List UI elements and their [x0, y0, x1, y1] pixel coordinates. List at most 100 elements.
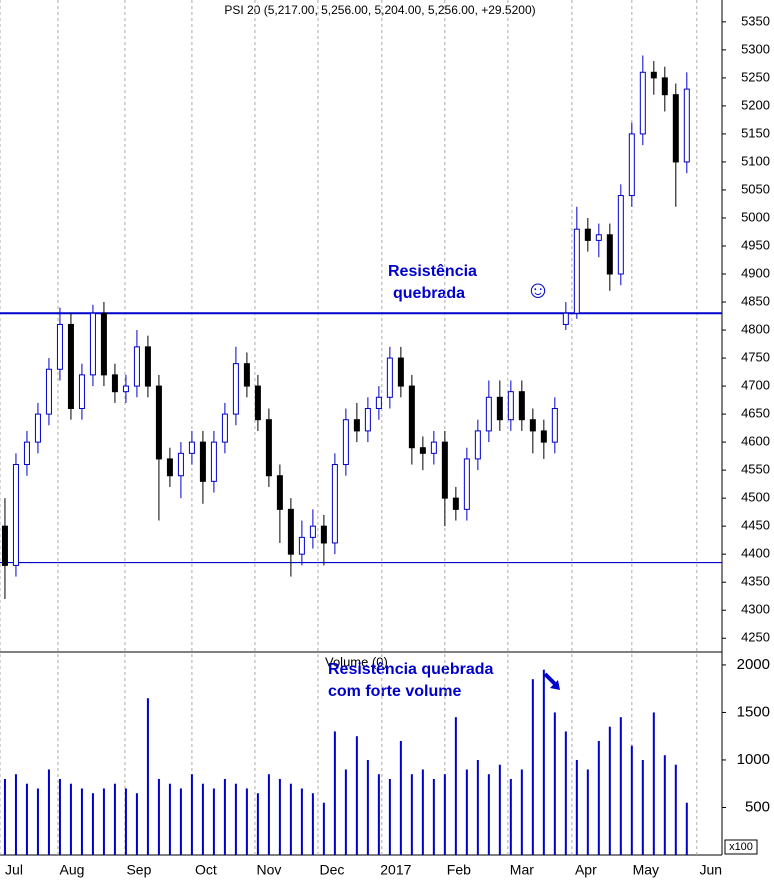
- volume-bar: [124, 788, 127, 855]
- volume-bar: [674, 764, 677, 855]
- candle-body: [353, 419, 360, 432]
- candle-body: [210, 441, 217, 482]
- volume-bar: [58, 778, 61, 855]
- candle-body: [606, 234, 613, 275]
- volume-bar: [575, 759, 578, 855]
- annotation: Resistência: [388, 263, 477, 280]
- y-tick-label: 4300: [741, 602, 770, 617]
- candle-body: [452, 497, 459, 510]
- y-tick-label: 4900: [741, 265, 770, 280]
- x-tick-label: Mar: [510, 862, 534, 878]
- candle-body: [551, 407, 558, 443]
- y-tick-label: 5300: [741, 41, 770, 56]
- y-tick-label: 4850: [741, 293, 770, 308]
- volume-bar: [487, 774, 490, 855]
- volume-bar: [256, 793, 259, 855]
- y-tick-label: 5100: [741, 153, 770, 168]
- unit-box: [724, 839, 758, 855]
- x-tick-label: May: [633, 862, 659, 878]
- volume-bar: [421, 769, 424, 855]
- y-tick-label: 4700: [741, 378, 770, 393]
- candle-body: [45, 368, 52, 415]
- y-tick-label: 4500: [741, 490, 770, 505]
- volume-bar: [25, 783, 28, 855]
- candle-body: [100, 312, 107, 376]
- volume-bar: [597, 740, 600, 855]
- volume-bar: [113, 783, 116, 855]
- candle-body: [276, 475, 283, 510]
- annotation: com forte volume: [328, 683, 461, 700]
- candle-body: [463, 458, 470, 510]
- volume-bar: [333, 731, 336, 855]
- candle-body: [243, 363, 250, 387]
- candle-body: [67, 323, 74, 409]
- y-tick-label: 500: [745, 798, 770, 815]
- volume-bar: [190, 774, 193, 855]
- candle-body: [639, 71, 646, 135]
- candle-body: [562, 312, 569, 325]
- candle-body: [265, 419, 272, 477]
- y-tick-label: 5200: [741, 97, 770, 112]
- candle-body: [12, 464, 19, 566]
- volume-bar: [531, 679, 534, 855]
- candle-body: [474, 430, 481, 460]
- volume-bar: [201, 783, 204, 855]
- candle-body: [672, 94, 679, 163]
- y-tick-label: 4800: [741, 321, 770, 336]
- volume-bar: [355, 736, 358, 855]
- candle-body: [320, 525, 327, 544]
- y-tick-label: 1500: [737, 703, 770, 720]
- candle-body: [309, 525, 316, 538]
- y-tick-label: 5000: [741, 209, 770, 224]
- candle-body: [342, 419, 349, 466]
- x-tick-label: Oct: [195, 862, 217, 878]
- y-tick-label: 4650: [741, 406, 770, 421]
- y-tick-label: 5350: [741, 13, 770, 28]
- volume-bar: [641, 759, 644, 855]
- volume-bar: [619, 717, 622, 855]
- candle-body: [199, 441, 206, 482]
- volume-bar: [168, 783, 171, 855]
- x-tick-label: 2017: [380, 862, 411, 878]
- volume-bar: [300, 788, 303, 855]
- candle-body: [89, 312, 96, 376]
- volume-bar: [322, 802, 325, 855]
- volume-bar: [234, 783, 237, 855]
- volume-bar: [245, 788, 248, 855]
- annotation: Resistência quebrada: [328, 661, 494, 678]
- volume-bar: [14, 774, 17, 855]
- candle-body: [408, 385, 415, 449]
- candle-body: [661, 77, 668, 96]
- x-tick-label: Jun: [700, 862, 723, 878]
- x-tick-label: Jul: [5, 862, 23, 878]
- volume-bar: [608, 726, 611, 855]
- volume-bar: [388, 778, 391, 855]
- volume-bar: [47, 769, 50, 855]
- candle-body: [584, 228, 591, 241]
- volume-bar: [586, 769, 589, 855]
- volume-bar: [278, 778, 281, 855]
- candle-body: [144, 346, 151, 387]
- volume-bar: [267, 774, 270, 855]
- volume-bar: [102, 788, 105, 855]
- candle-body: [485, 396, 492, 432]
- volume-bar: [476, 759, 479, 855]
- volume-bar: [685, 802, 688, 855]
- candle-body: [188, 441, 195, 454]
- volume-bar: [146, 698, 149, 855]
- volume-bar: [135, 793, 138, 855]
- x-tick-label: Nov: [256, 862, 281, 878]
- candle-body: [529, 419, 536, 432]
- volume-bar: [91, 793, 94, 855]
- volume-bar: [80, 788, 83, 855]
- candle-body: [331, 464, 338, 544]
- candle-body: [155, 385, 162, 460]
- volume-bar: [399, 740, 402, 855]
- candle-body: [595, 234, 602, 241]
- candle-body: [56, 323, 63, 370]
- x-tick-label: Sep: [126, 862, 151, 878]
- y-tick-label: 4400: [741, 546, 770, 561]
- candle-body: [628, 133, 635, 197]
- volume-bar: [564, 731, 567, 855]
